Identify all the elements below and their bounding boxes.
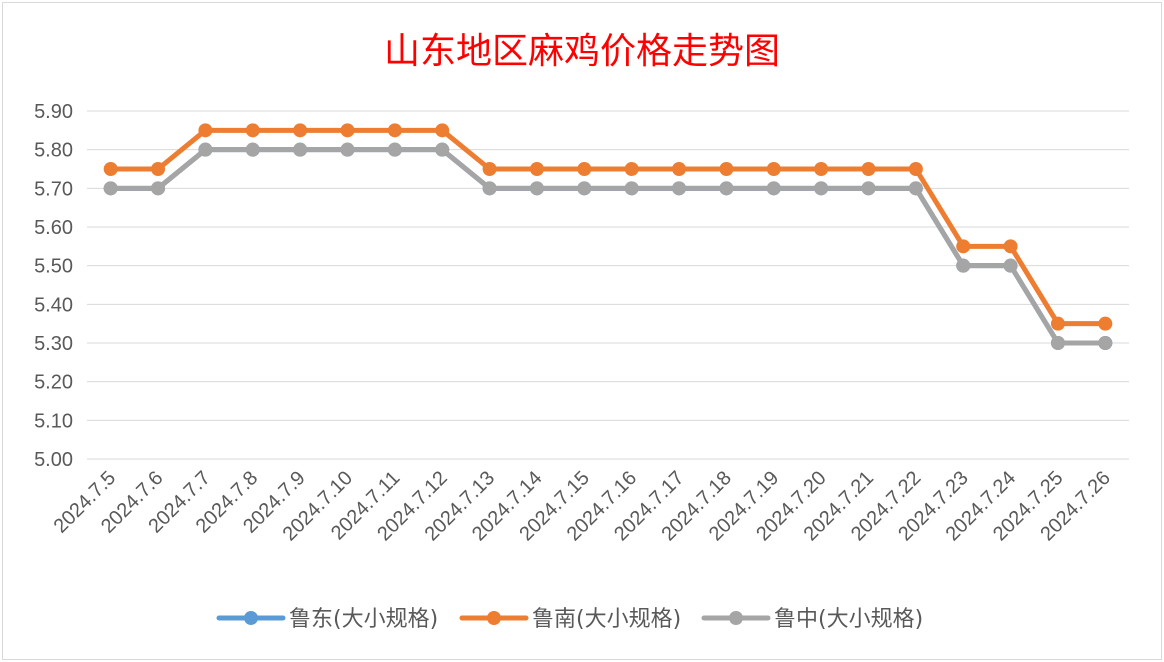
data-point	[861, 162, 876, 176]
y-tick-label: 5.30	[34, 333, 73, 355]
y-tick-label: 5.10	[34, 410, 73, 432]
data-point	[293, 142, 308, 157]
legend-label: 鲁中(大小规格)	[774, 607, 923, 632]
y-tick-label: 5.60	[34, 217, 73, 239]
data-point	[1098, 336, 1113, 350]
series-3	[103, 142, 1113, 350]
data-point	[956, 258, 971, 273]
data-point	[861, 181, 876, 196]
series-line	[108, 147, 1108, 346]
y-tick-label: 5.40	[34, 294, 73, 316]
data-point	[103, 162, 118, 176]
legend-item-1: 鲁东(大小规格)	[216, 607, 438, 632]
data-point	[529, 181, 544, 196]
y-tick-label: 5.80	[34, 140, 73, 162]
data-point	[245, 123, 260, 138]
data-point	[672, 181, 687, 196]
y-tick-label: 5.70	[34, 178, 73, 200]
data-point	[624, 162, 639, 176]
data-point	[293, 123, 308, 138]
y-tick-label: 5.00	[34, 449, 73, 471]
data-point	[1003, 258, 1018, 273]
legend-item-2: 鲁南(大小规格)	[459, 607, 681, 632]
grid-lines	[87, 110, 1129, 460]
data-point	[719, 181, 734, 196]
data-point	[814, 162, 829, 176]
data-point	[766, 162, 781, 176]
series-line	[108, 127, 1108, 327]
data-point	[435, 123, 450, 138]
data-point	[151, 162, 166, 176]
data-point	[245, 142, 260, 157]
data-point	[908, 181, 923, 196]
data-point	[482, 162, 497, 176]
data-point	[956, 239, 971, 254]
line-chart: 山东地区麻鸡价格走势图 5.00 5.10 5.20 5.30 5.40 5.50 5.60…	[34, 31, 1129, 632]
data-point	[908, 162, 923, 176]
data-point	[387, 142, 402, 157]
legend-label: 鲁东(大小规格)	[289, 607, 438, 632]
data-point	[577, 181, 592, 196]
series-2	[103, 123, 1113, 331]
data-point	[387, 123, 402, 138]
data-point	[340, 123, 355, 138]
data-point	[1050, 336, 1065, 350]
legend-item-3: 鲁中(大小规格)	[701, 607, 923, 632]
data-point	[814, 181, 829, 196]
data-point	[1003, 239, 1018, 254]
y-tick-label: 5.90	[34, 101, 73, 123]
data-point	[672, 162, 687, 176]
data-point	[198, 142, 213, 157]
data-point	[624, 181, 639, 196]
data-point	[435, 142, 450, 157]
data-point	[151, 181, 166, 196]
y-tick-label: 5.20	[34, 372, 73, 394]
legend-label: 鲁南(大小规格)	[532, 607, 681, 632]
x-axis-ticks: 2024.7.52024.7.62024.7.72024.7.82024.7.9…	[50, 467, 1115, 545]
data-point	[340, 142, 355, 157]
data-point	[766, 181, 781, 196]
series-line	[108, 147, 1108, 346]
y-axis-ticks: 5.00 5.10 5.20 5.30 5.40 5.50 5.60 5.70 5.80 5.90	[34, 101, 73, 471]
legend-marker	[729, 611, 743, 625]
data-point	[482, 181, 497, 196]
data-point	[577, 162, 592, 176]
legend-marker	[244, 611, 258, 625]
data-point	[1098, 316, 1113, 331]
data-point	[103, 181, 118, 196]
series-layer	[103, 123, 1113, 350]
data-point	[1050, 316, 1065, 331]
legend-marker	[487, 611, 501, 625]
data-point	[529, 162, 544, 176]
data-point	[198, 123, 213, 138]
y-tick-label: 5.50	[34, 256, 73, 278]
chart-title: 山东地区麻鸡价格走势图	[384, 31, 780, 72]
data-point	[719, 162, 734, 176]
legend: 鲁东(大小规格) 鲁南(大小规格) 鲁中(大小规格)	[216, 607, 923, 632]
